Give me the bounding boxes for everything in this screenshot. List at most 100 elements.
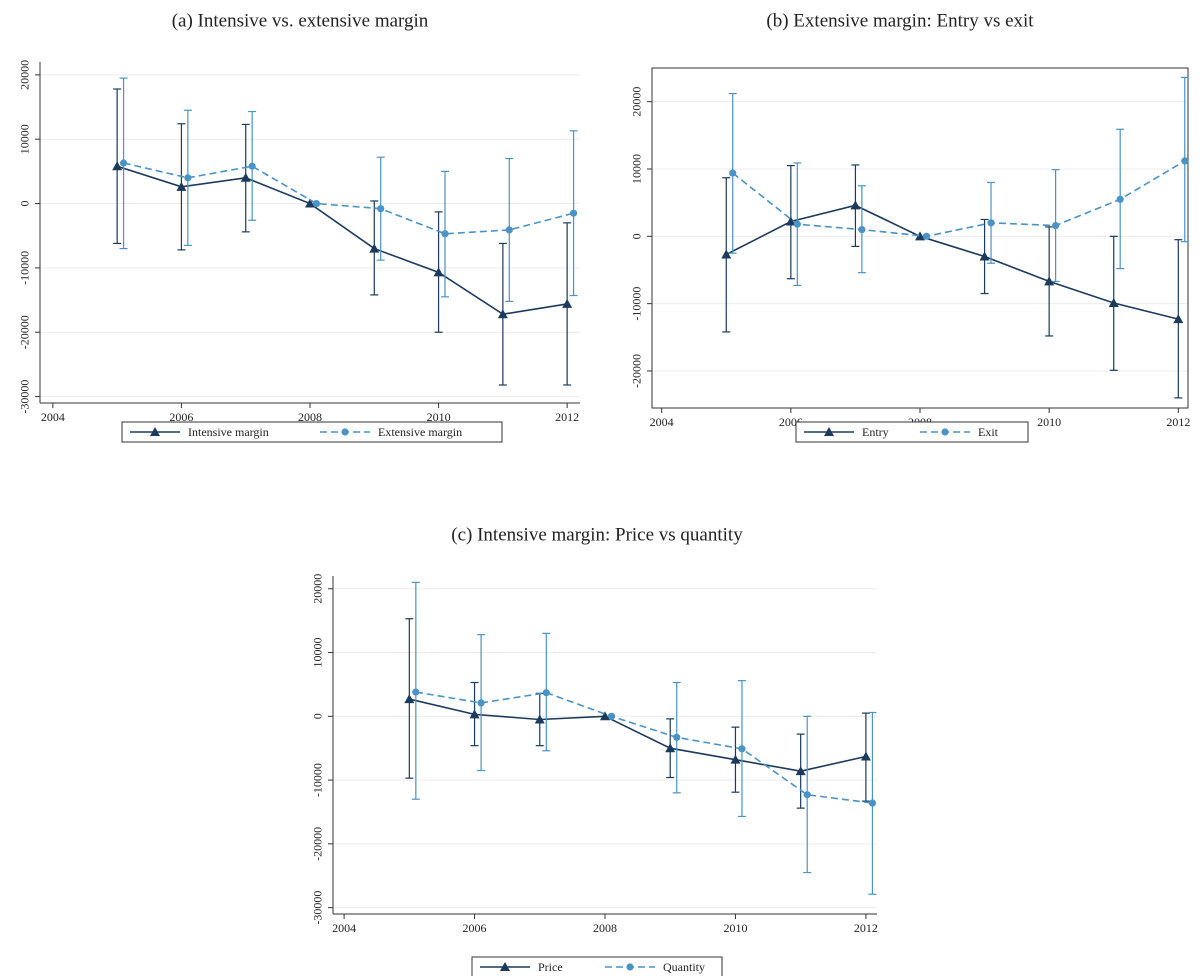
marker xyxy=(738,745,746,753)
marker xyxy=(305,198,315,208)
x-tick-label: 2004 xyxy=(650,415,674,429)
y-tick-label: -20000 xyxy=(630,354,644,388)
series-line xyxy=(725,204,1179,320)
marker xyxy=(412,688,420,696)
marker xyxy=(119,159,128,167)
marker xyxy=(1052,221,1060,230)
chart-title: (b) Extensive margin: Entry vs exit xyxy=(766,10,1034,31)
marker xyxy=(534,714,545,724)
y-tick-label: -10000 xyxy=(630,287,644,321)
y-tick-label: 0 xyxy=(18,201,32,207)
x-tick-label: 2006 xyxy=(169,410,193,424)
chart-title: (c) Intensive margin: Price vs quantity xyxy=(451,524,743,545)
marker xyxy=(795,766,806,776)
y-tick-label: 0 xyxy=(630,233,644,239)
y-tick-label: 10000 xyxy=(18,124,32,154)
x-tick-label: 2010 xyxy=(1037,415,1061,429)
series-line xyxy=(123,162,574,235)
marker xyxy=(868,799,877,807)
marker xyxy=(184,174,192,182)
marker xyxy=(477,699,485,707)
x-tick-label: 2004 xyxy=(41,410,65,424)
legend: Price Quantity xyxy=(471,956,723,976)
y-tick-label: -30000 xyxy=(311,891,325,925)
marker xyxy=(941,428,949,436)
marker xyxy=(850,200,861,210)
marker xyxy=(1116,195,1124,203)
marker xyxy=(1173,314,1184,324)
panel: (c) Intensive margin: Price vs quantity -… xyxy=(311,524,878,976)
marker xyxy=(240,172,251,182)
marker xyxy=(824,427,834,436)
x-tick-label: 2012 xyxy=(555,410,579,424)
marker xyxy=(1108,297,1119,307)
marker xyxy=(404,694,415,704)
marker xyxy=(665,743,676,753)
marker xyxy=(673,733,681,741)
y-tick-label: 20000 xyxy=(18,60,32,90)
x-tick-label: 2006 xyxy=(463,921,487,935)
marker xyxy=(505,226,513,234)
series-line xyxy=(116,165,568,316)
panel: (b) Extensive margin: Entry vs exit -2000… xyxy=(630,10,1190,443)
legend-label: Price xyxy=(538,960,563,974)
legend-box xyxy=(795,421,1029,443)
legend-box xyxy=(121,421,503,443)
marker xyxy=(729,169,737,177)
marker xyxy=(542,689,550,697)
marker xyxy=(626,963,634,971)
marker xyxy=(497,309,508,319)
marker xyxy=(433,267,444,277)
legend-label: Quantity xyxy=(663,960,705,974)
panel: (a) Intensive vs. extensive margin -30000… xyxy=(18,10,580,443)
marker xyxy=(562,298,573,308)
marker xyxy=(1181,157,1189,165)
legend: Entry Exit xyxy=(795,421,1029,443)
marker xyxy=(721,249,732,259)
y-tick-label: 20000 xyxy=(311,574,325,604)
x-tick-label: 2012 xyxy=(854,921,878,935)
series-line xyxy=(409,698,867,772)
series-line xyxy=(415,691,873,804)
chart-title: (a) Intensive vs. extensive margin xyxy=(172,10,429,31)
series-line xyxy=(732,160,1186,238)
marker xyxy=(341,428,349,436)
marker xyxy=(469,709,480,719)
marker xyxy=(112,161,123,171)
x-tick-label: 2004 xyxy=(332,921,356,935)
y-tick-label: 20000 xyxy=(630,87,644,117)
marker xyxy=(248,162,256,170)
y-tick-label: -10000 xyxy=(311,763,325,797)
marker xyxy=(441,230,449,238)
marker xyxy=(150,427,160,436)
marker xyxy=(860,751,871,761)
marker xyxy=(607,712,616,720)
marker xyxy=(1044,276,1055,286)
marker xyxy=(793,220,801,228)
legend-label: Extensive margin xyxy=(378,425,462,439)
marker xyxy=(922,232,931,240)
x-tick-label: 2012 xyxy=(1166,415,1190,429)
marker xyxy=(803,791,811,799)
marker xyxy=(312,199,321,208)
marker xyxy=(858,225,866,234)
marker xyxy=(979,251,990,261)
marker xyxy=(600,711,610,721)
legend-label: Intensive margin xyxy=(188,425,269,439)
x-tick-label: 2010 xyxy=(723,921,747,935)
y-tick-label: 10000 xyxy=(630,154,644,184)
marker xyxy=(500,962,510,971)
legend: Intensive margin Extensive margin xyxy=(121,421,503,443)
y-tick-label: -30000 xyxy=(18,380,32,414)
x-tick-label: 2008 xyxy=(593,921,617,935)
marker xyxy=(785,216,796,226)
marker xyxy=(176,181,187,191)
x-tick-label: 2010 xyxy=(427,410,451,424)
marker xyxy=(369,243,380,253)
marker xyxy=(377,205,385,213)
marker xyxy=(730,754,741,764)
y-tick-label: -20000 xyxy=(18,315,32,349)
legend-label: Exit xyxy=(978,425,999,439)
y-tick-label: 10000 xyxy=(311,638,325,668)
